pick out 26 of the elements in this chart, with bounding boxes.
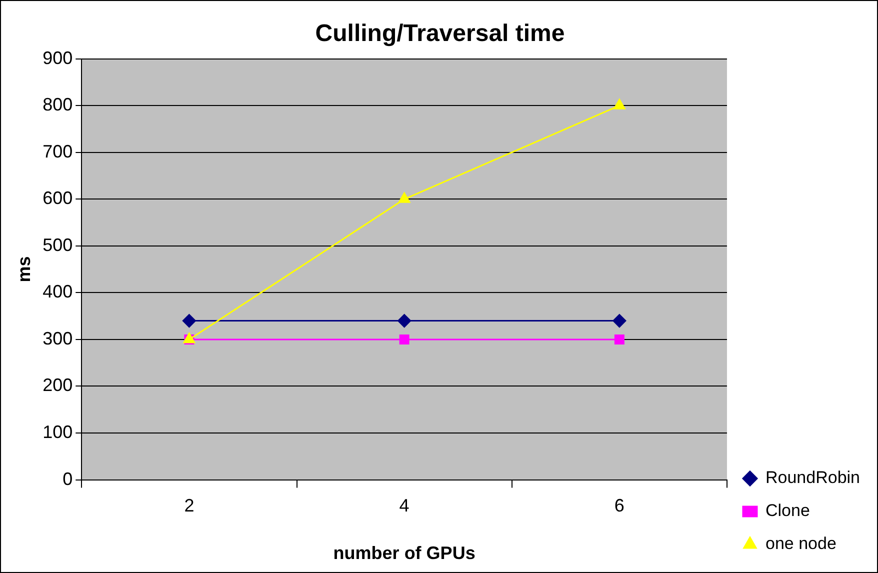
x-axis-title: number of GPUs <box>333 543 476 564</box>
legend-label: RoundRobin <box>765 468 860 488</box>
point <box>614 334 624 344</box>
legend-label: one node <box>765 534 836 554</box>
y-tick-label: 300 <box>42 328 73 348</box>
y-axis-title: ms <box>14 256 34 282</box>
y-tick-label: 700 <box>42 141 73 162</box>
y-tick-label: 100 <box>42 422 73 442</box>
point <box>398 192 410 203</box>
x-tick-label: 4 <box>399 496 410 516</box>
y-tick-label: 900 <box>42 48 73 68</box>
y-tick-label: 0 <box>62 468 73 489</box>
y-tick-label: 800 <box>42 94 73 115</box>
legend-label: Clone <box>765 501 810 520</box>
point <box>398 314 412 328</box>
point <box>612 314 626 328</box>
y-tick-label: 400 <box>42 282 73 302</box>
x-tick-label: 2 <box>184 496 194 516</box>
chart-title: Culling/Traversal time <box>315 20 565 48</box>
point <box>399 334 410 344</box>
point <box>613 98 626 110</box>
y-tick-label: 500 <box>42 234 73 255</box>
y-tick-label: 600 <box>42 188 73 208</box>
y-tick-label: 200 <box>42 375 73 396</box>
point <box>182 314 196 328</box>
x-tick-label: 6 <box>614 496 624 516</box>
